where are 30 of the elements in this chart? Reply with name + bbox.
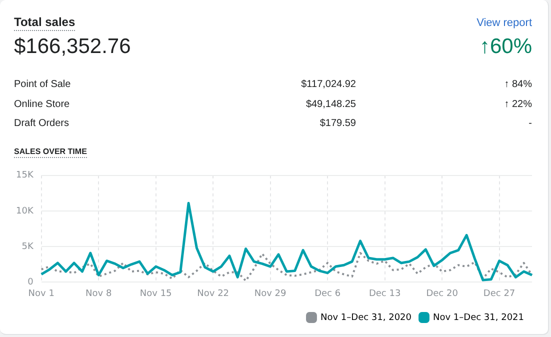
x-tick-label: Dec 20 <box>426 288 458 299</box>
y-tick-label: 15K <box>16 170 34 181</box>
legend-label: Nov 1–Dec 31, 2020 <box>320 312 412 323</box>
text: ↑ 22% <box>504 99 532 110</box>
x-tick-label: Dec 27 <box>483 288 516 299</box>
y-tick-label: 0 <box>28 278 34 288</box>
text: Draft Orders <box>14 118 70 129</box>
y-tick-label: 10K <box>16 206 34 216</box>
legend-label: Nov 1–Dec 31, 2021 <box>432 312 524 323</box>
text: $179.59 <box>320 118 356 129</box>
text: ↑60% <box>479 35 532 59</box>
text: $117,024.92 <box>301 79 356 90</box>
text: - <box>528 118 532 129</box>
text: $49,148.25 <box>306 99 356 110</box>
x-tick-label: Nov 15 <box>140 288 172 299</box>
x-tick-label: Nov 29 <box>254 288 287 299</box>
x-tick-label: Nov 22 <box>197 288 230 299</box>
x-tick-label: Nov 8 <box>86 288 112 299</box>
text: ↑ 84% <box>504 79 532 90</box>
x-tick-label: Dec 13 <box>368 288 401 299</box>
text: Point of Sale <box>14 79 71 90</box>
text: Online Store <box>14 99 70 110</box>
chart-title: SALES OVER TIME <box>14 147 87 158</box>
text: Total sales <box>14 15 76 31</box>
y-tick-label: 5K <box>22 242 34 252</box>
x-tick-label: Nov 1 <box>28 288 54 299</box>
x-tick-label: Dec 6 <box>314 288 341 299</box>
text: View report <box>476 17 532 29</box>
text: $166,352.76 <box>14 35 131 59</box>
line-series <box>40 252 533 282</box>
